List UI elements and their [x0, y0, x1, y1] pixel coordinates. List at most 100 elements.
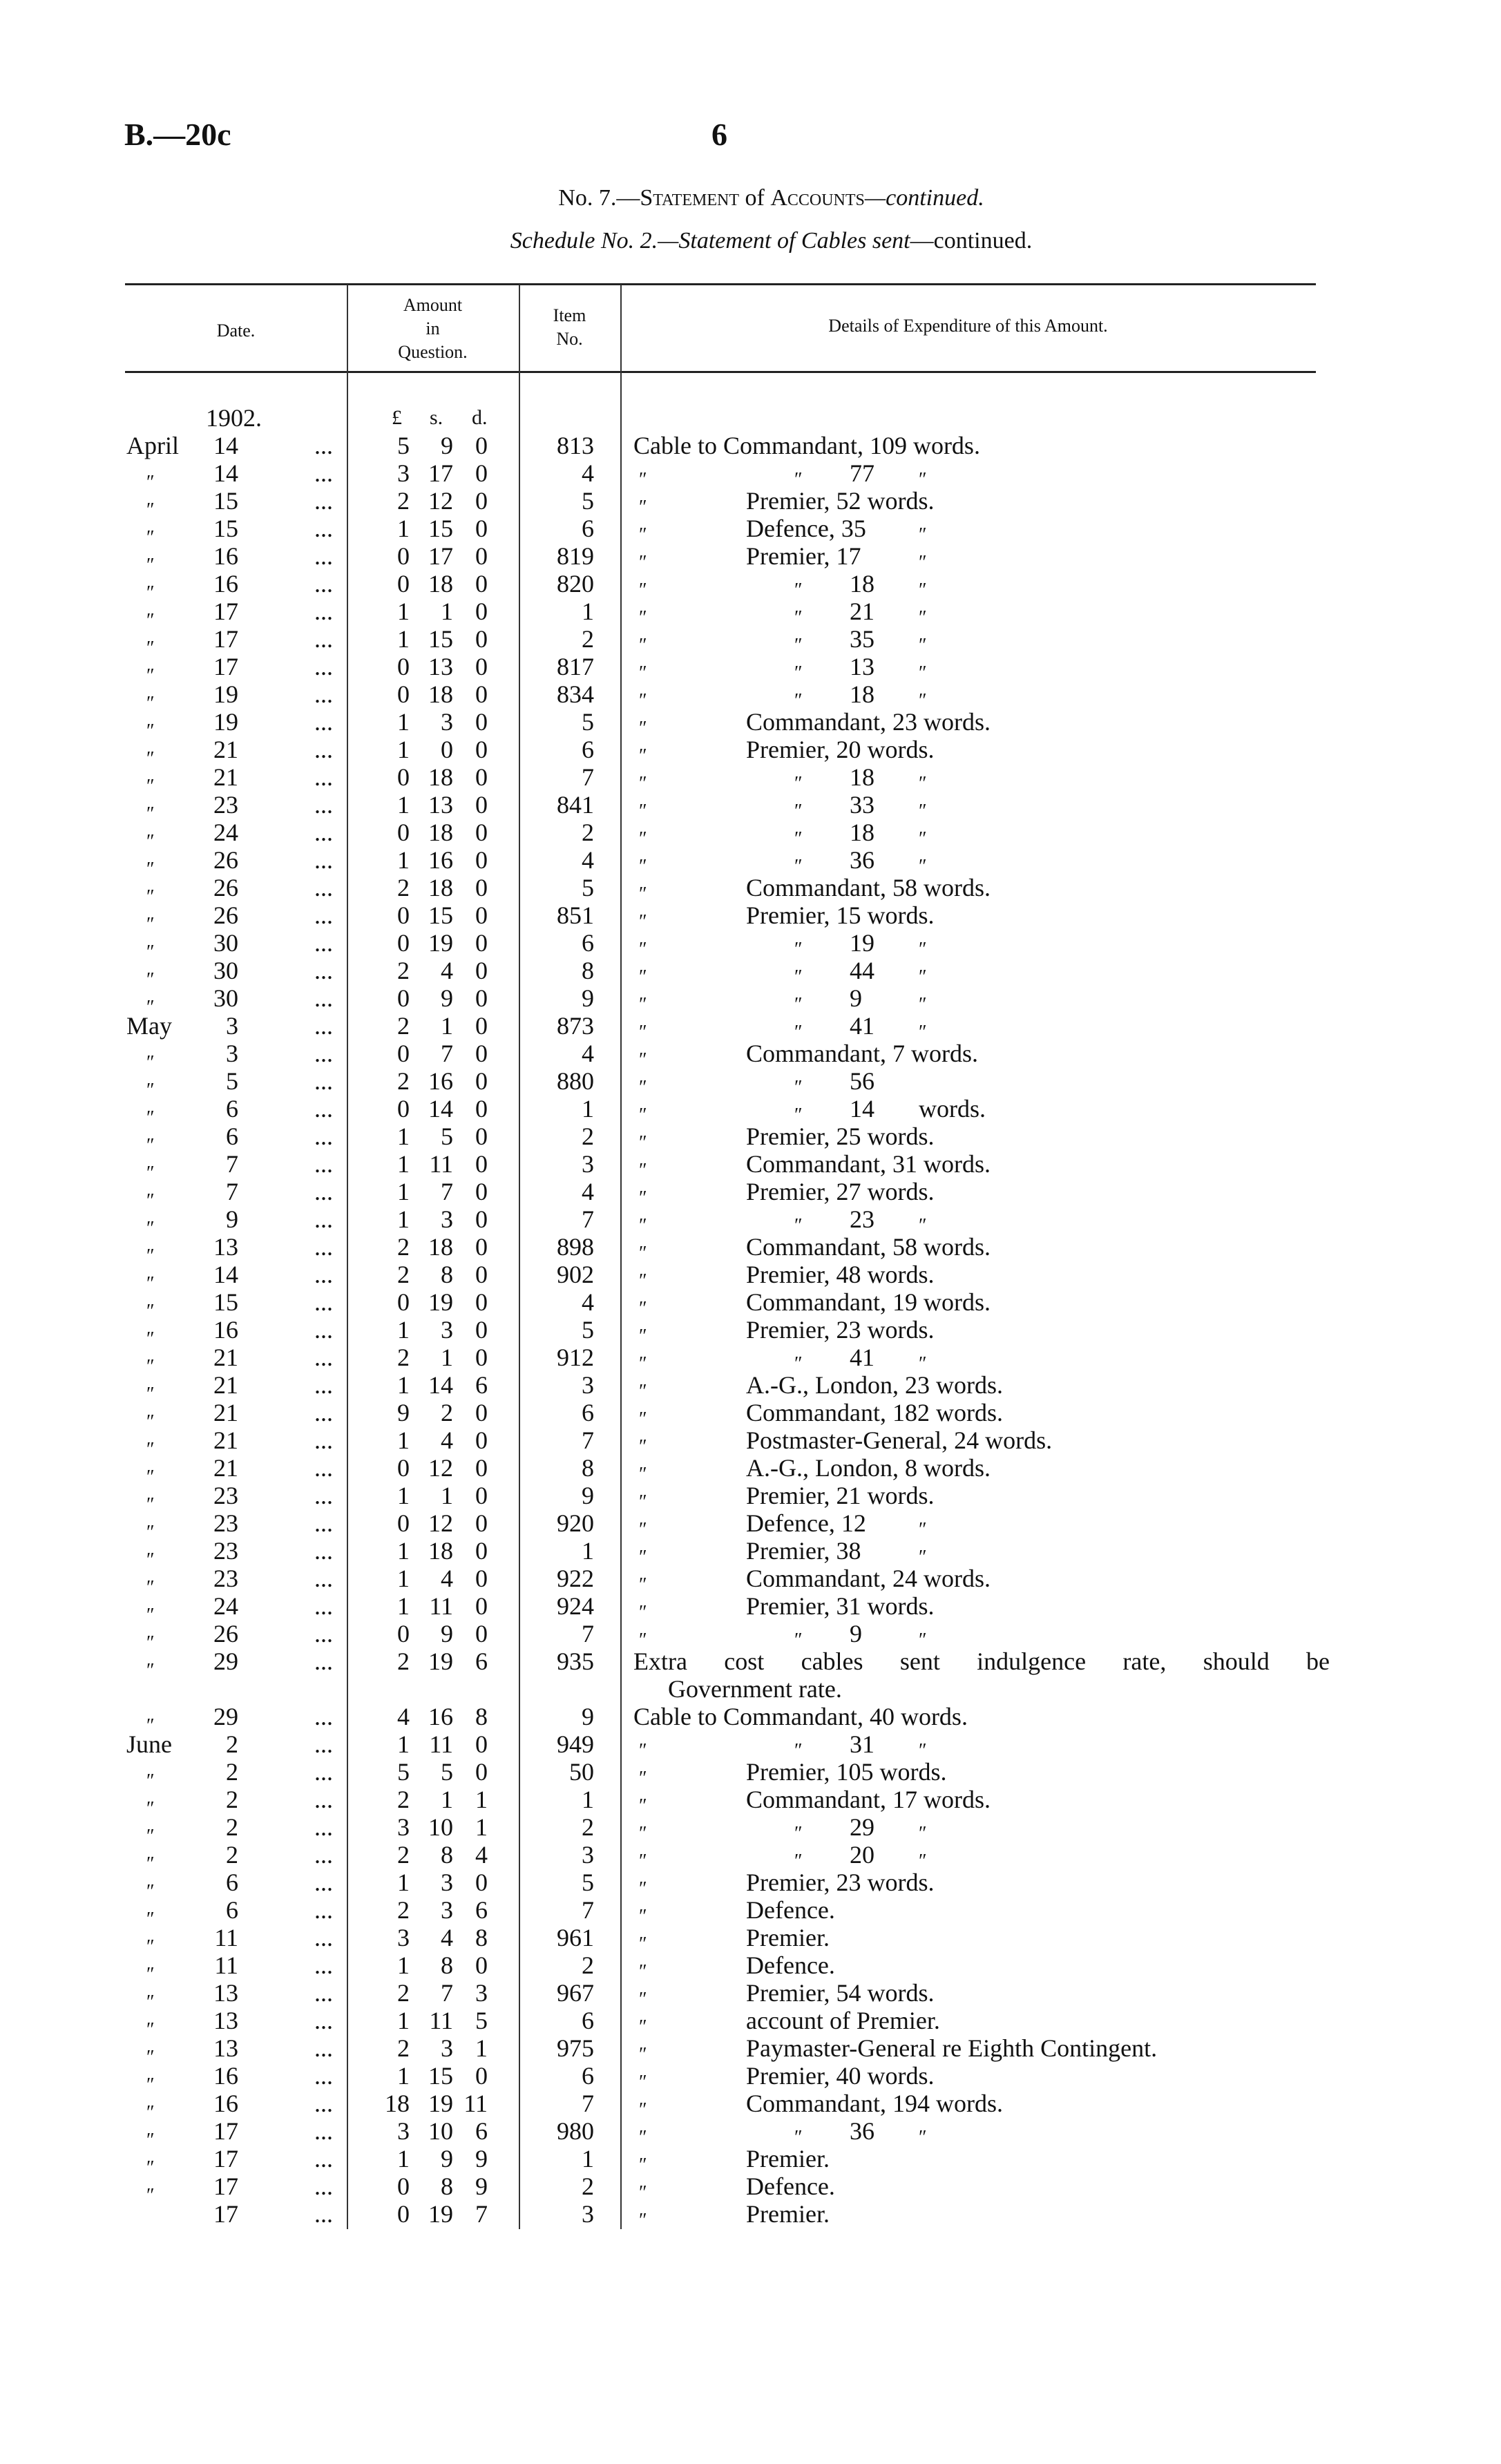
detail-ditto-mark: ″: [639, 856, 647, 877]
detail-ditto-mark: ″: [919, 856, 927, 877]
item-number: 3: [582, 1841, 594, 1869]
leader-dots: ...: [314, 1482, 333, 1509]
item-number: 2: [582, 625, 594, 653]
detail-ditto-mark: ″: [639, 1740, 647, 1761]
day: 16: [213, 2062, 238, 2090]
leader-dots: ...: [314, 653, 333, 680]
shillings: 16: [428, 1067, 453, 1095]
detail-text: Premier, 23 words.: [746, 1316, 935, 1344]
pence: 0: [475, 653, 488, 680]
leader-dots: ...: [314, 2007, 333, 2034]
detail-ditto-mark: ″: [639, 2127, 647, 2148]
pounds: 1: [397, 736, 410, 763]
pence: 0: [475, 736, 488, 763]
detail-ditto-mark: ″: [639, 1215, 647, 1236]
detail-text: A.-G., London, 8 words.: [746, 1454, 991, 1482]
leader-dots: ...: [314, 1095, 333, 1123]
detail-ditto-mark: ″: [639, 1298, 647, 1319]
leader-dots: ...: [314, 1509, 333, 1537]
pounds: 2: [397, 1648, 410, 1675]
detail-text: Defence.: [746, 1951, 835, 1979]
pence: 0: [475, 1537, 488, 1565]
month-ditto-mark: ″: [146, 997, 155, 1018]
detail-ditto-mark: ″: [794, 828, 803, 850]
detail-ditto-mark: ″: [794, 801, 803, 822]
pounds: 1: [397, 708, 410, 736]
page-number: 6: [711, 117, 727, 152]
detail-ditto-mark: ″: [639, 1823, 647, 1844]
amount-header-line: Question.: [398, 342, 468, 362]
month-ditto-mark: ″: [146, 1328, 155, 1350]
detail-ditto-mark: ″: [639, 939, 647, 960]
detail-text: Premier, 40 words.: [746, 2062, 935, 2090]
month-ditto-mark: ″: [146, 610, 155, 631]
table-row: ″ 26... 2 18 0 5 ″ Commandant, 58 words.: [0, 874, 1501, 908]
pence: 8: [475, 1703, 488, 1730]
shillings: 7: [441, 1178, 453, 1205]
item-number: 922: [557, 1565, 594, 1592]
pence: 0: [475, 791, 488, 819]
leader-dots: ...: [314, 708, 333, 736]
detail-ditto-mark: ″: [919, 1851, 927, 1872]
shillings: 1: [441, 1482, 453, 1509]
day: 21: [213, 1426, 238, 1454]
item-number: 1: [582, 1095, 594, 1123]
table-row: ″ 6... 1 5 0 2 ″ Premier, 25 words.: [0, 1123, 1501, 1156]
shillings: 16: [428, 846, 453, 874]
day: 17: [213, 2117, 238, 2145]
month-label: April: [126, 432, 179, 459]
day: 17: [213, 598, 238, 625]
detail-ditto-mark: ″: [794, 1215, 803, 1236]
pounds: 3: [397, 459, 410, 487]
pounds: 0: [397, 2172, 410, 2200]
leader-dots: ...: [314, 2200, 333, 2228]
pence: 0: [475, 2062, 488, 2090]
day: 17: [213, 2200, 238, 2228]
detail-ditto-mark: ″: [639, 2155, 647, 2176]
table-row: ″ 23... 1 18 0 1 ″ Premier, 38 ″: [0, 1537, 1501, 1571]
pounds: 1: [397, 1123, 410, 1150]
item-number: 5: [582, 874, 594, 901]
month-ditto-mark: ″: [146, 1301, 155, 1322]
pence: 0: [475, 984, 488, 1012]
leader-dots: ...: [314, 984, 333, 1012]
month-ditto-mark: ″: [146, 1273, 155, 1295]
month-ditto-mark: ″: [146, 1605, 155, 1626]
pounds: 3: [397, 1924, 410, 1951]
column-divider-amount: [519, 285, 520, 2229]
detail-ditto-mark: ″: [639, 1464, 647, 1485]
table-row: ″ 30... 0 19 0 6 ″ ″ 19 ″: [0, 929, 1501, 963]
shillings: 9: [441, 432, 453, 459]
detail-ditto-mark: ″: [919, 801, 927, 822]
detail-ditto-mark: ″: [639, 2044, 647, 2065]
detail-text: Premier.: [746, 2200, 830, 2228]
item-number: 6: [582, 2062, 594, 2090]
item-number: 4: [582, 1178, 594, 1205]
leader-dots: ...: [314, 819, 333, 846]
detail-text: Premier, 21 words.: [746, 1482, 935, 1509]
item-number: 6: [582, 736, 594, 763]
leader-dots: ...: [314, 1123, 333, 1150]
month-ditto-mark: ″: [146, 665, 155, 687]
pounds: 2: [397, 1067, 410, 1095]
detail-ditto-mark: ″: [639, 1491, 647, 1513]
word-count: 41: [850, 1012, 874, 1040]
pounds: 2: [397, 1012, 410, 1040]
pence: 0: [475, 1205, 488, 1233]
pounds: 1: [397, 1316, 410, 1344]
month-ditto-mark: ″: [146, 1439, 155, 1460]
table-row: ″ 2... 5 5 0 50 ″ Premier, 105 words.: [0, 1758, 1501, 1792]
item-number: 2: [582, 1813, 594, 1841]
shillings: 13: [428, 653, 453, 680]
shillings: 11: [429, 1592, 453, 1620]
pounds: 1: [397, 2145, 410, 2172]
day: 13: [213, 2007, 238, 2034]
detail-text: Premier, 48 words.: [746, 1261, 935, 1288]
word-count: 56: [850, 1067, 874, 1095]
item-number: 2: [582, 2172, 594, 2200]
pence: 0: [475, 1399, 488, 1426]
day: 17: [213, 625, 238, 653]
day: 2: [226, 1786, 238, 1813]
month-ditto-mark: ″: [146, 914, 155, 935]
detail-ditto-mark: ″: [639, 607, 647, 629]
